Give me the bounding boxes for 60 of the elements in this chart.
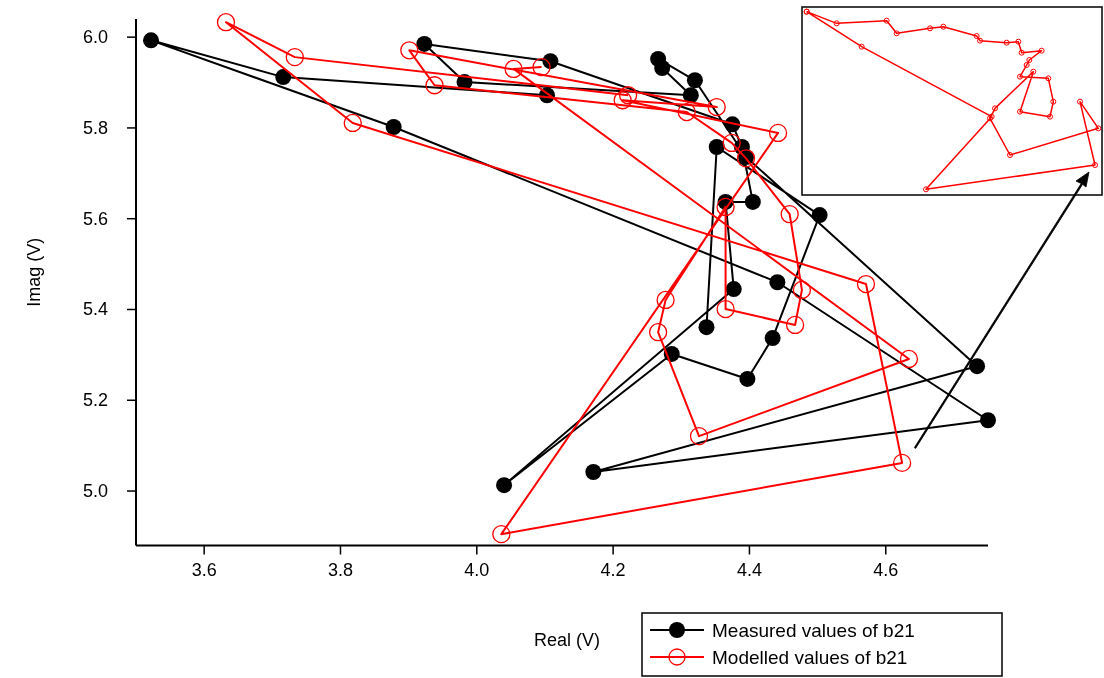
point [764,330,781,347]
point [980,412,996,429]
point [618,86,638,105]
point [769,274,786,291]
point [892,453,912,473]
point [739,370,756,387]
x-tick-label: 4.4 [736,559,762,580]
x-tick-label: 4.0 [464,559,490,580]
point [785,315,805,335]
point [654,60,671,77]
point [780,205,799,224]
point [744,193,761,210]
point [504,59,523,79]
point [496,477,513,494]
x-tick-label: 3.6 [191,559,217,580]
y-tick-label: 5.4 [82,299,108,320]
point [416,35,433,52]
point [285,47,304,67]
point [143,32,159,49]
point [856,274,876,294]
y-tick-label: 5.8 [82,117,108,138]
legend-label: Modelled values of b21 [712,647,908,668]
y-tick-label: 6.0 [82,27,108,48]
y-tick-label: 5.0 [82,481,108,502]
point [216,13,236,32]
point [613,91,632,110]
y-tick-label: 5.6 [82,208,108,229]
point [532,57,551,77]
point [725,281,742,298]
legend-label: Measured values of b21 [712,620,915,641]
point [722,133,741,153]
point [385,119,402,136]
y-tick-label: 5.2 [82,390,108,411]
point [768,123,788,143]
point [811,207,828,224]
x-tick-label: 4.2 [600,559,626,580]
point [400,41,419,60]
point [656,290,675,310]
point [716,299,735,319]
point [492,525,511,544]
point [425,76,444,95]
point [648,323,668,342]
point [707,97,726,117]
point [716,197,735,217]
x-axis-title: Real (V) [533,630,601,650]
point [792,280,812,300]
point [682,87,699,104]
point [969,358,986,375]
point [698,319,715,336]
x-tick-label: 4.6 [873,559,899,580]
point [585,463,602,480]
point [689,426,709,446]
point [708,138,725,155]
point [343,113,362,133]
y-axis-title: Imag (V) [24,237,44,307]
point [275,69,292,86]
point [686,72,703,89]
point [677,102,696,122]
x-tick-label: 3.8 [327,559,353,580]
point [899,349,919,369]
